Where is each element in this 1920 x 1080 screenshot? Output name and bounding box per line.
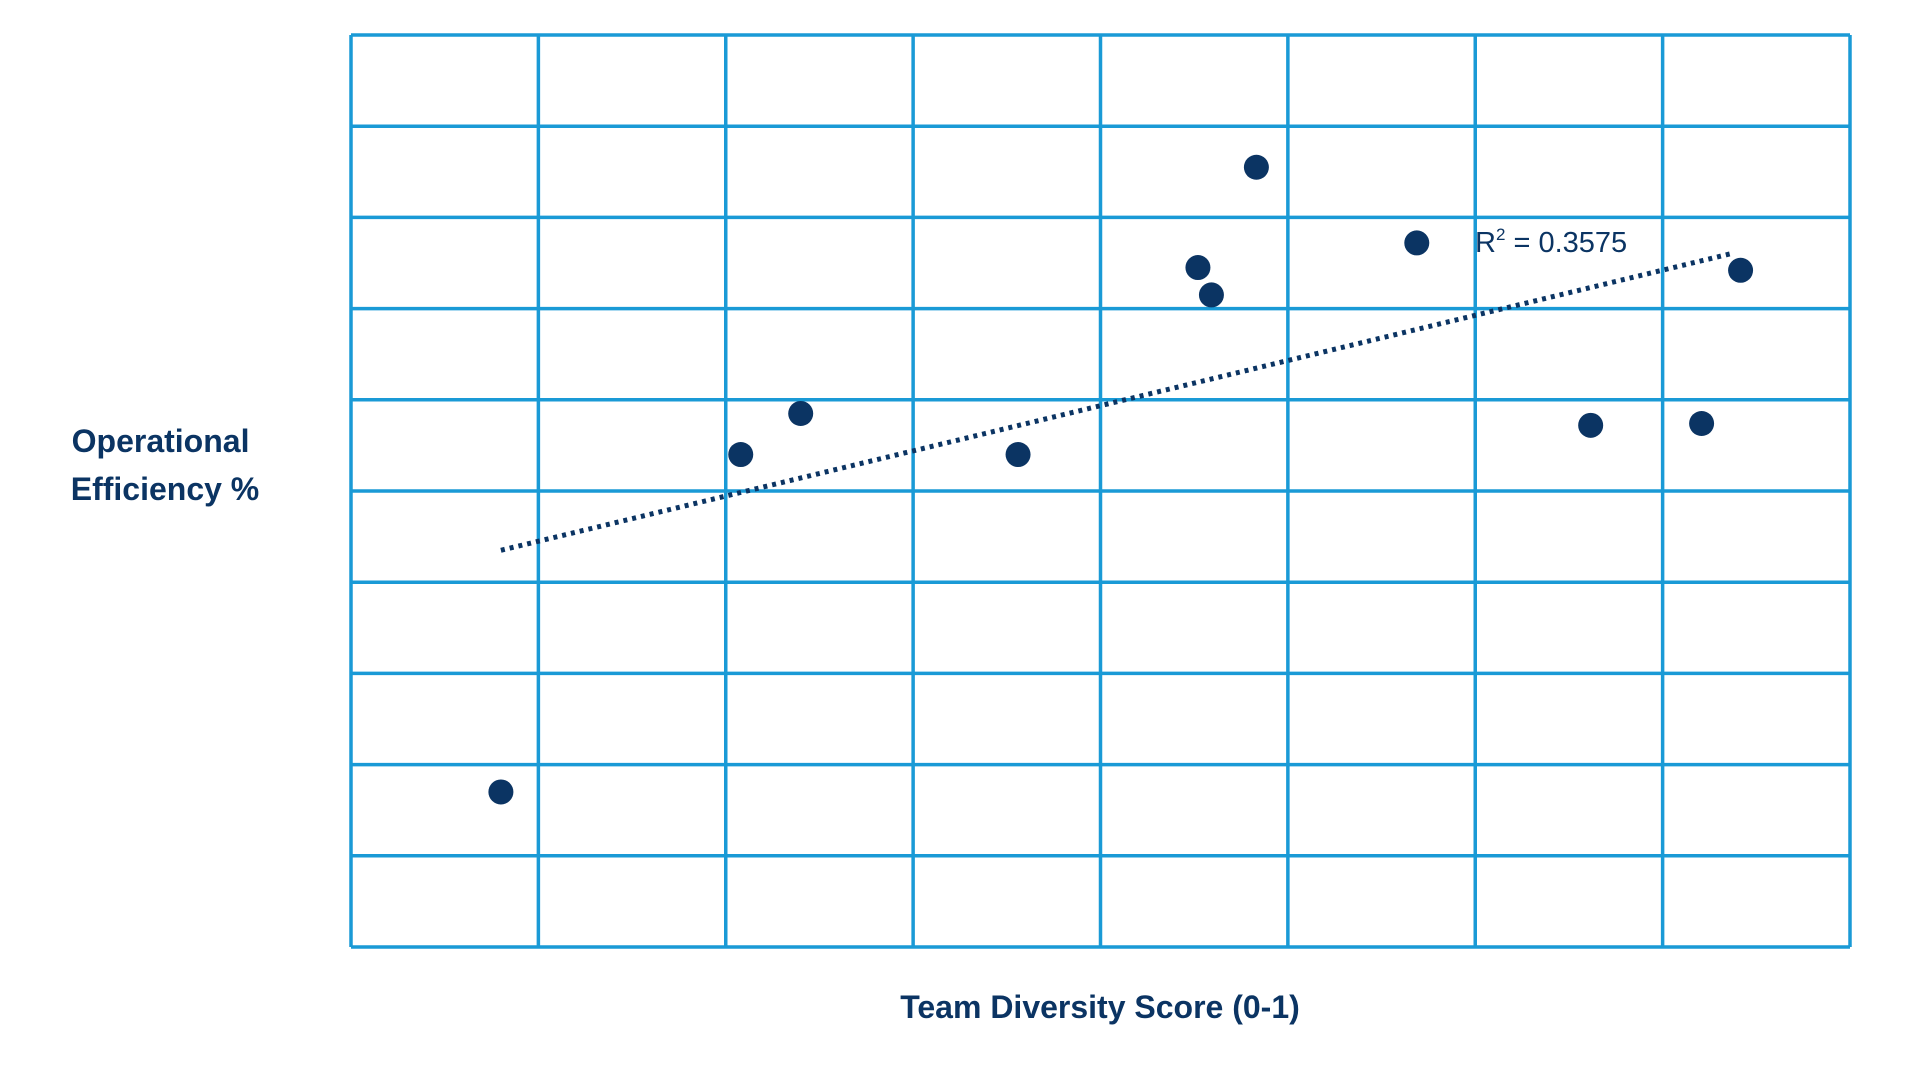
grid-layer: [349, 33, 1852, 949]
data-point: [1185, 255, 1211, 281]
r-squared-value: = 0.3575: [1505, 227, 1627, 259]
r-squared-superscript: 2: [1496, 225, 1505, 244]
x-axis-title: Team Diversity Score (0-1): [900, 989, 1300, 1025]
data-point: [728, 442, 754, 468]
y-axis-title: Operational Efficiency %: [71, 423, 260, 507]
data-point: [488, 779, 514, 805]
r-squared-label: R2 = 0.3575: [1475, 225, 1627, 259]
data-point: [788, 400, 814, 426]
r-squared-base: R: [1475, 227, 1496, 259]
data-point: [1728, 257, 1754, 283]
data-point: [1198, 282, 1224, 308]
data-point: [1005, 442, 1031, 468]
data-point: [1243, 154, 1269, 180]
y-axis-title-line-1: Operational: [72, 423, 250, 459]
data-point: [1689, 411, 1715, 437]
y-axis-title-line-2: Efficiency %: [71, 471, 260, 507]
data-points-layer: [488, 154, 1754, 805]
linear-trendline: [500, 251, 1731, 553]
data-point: [1578, 412, 1604, 438]
trendline-layer: [500, 251, 1731, 553]
data-point: [1404, 230, 1430, 256]
